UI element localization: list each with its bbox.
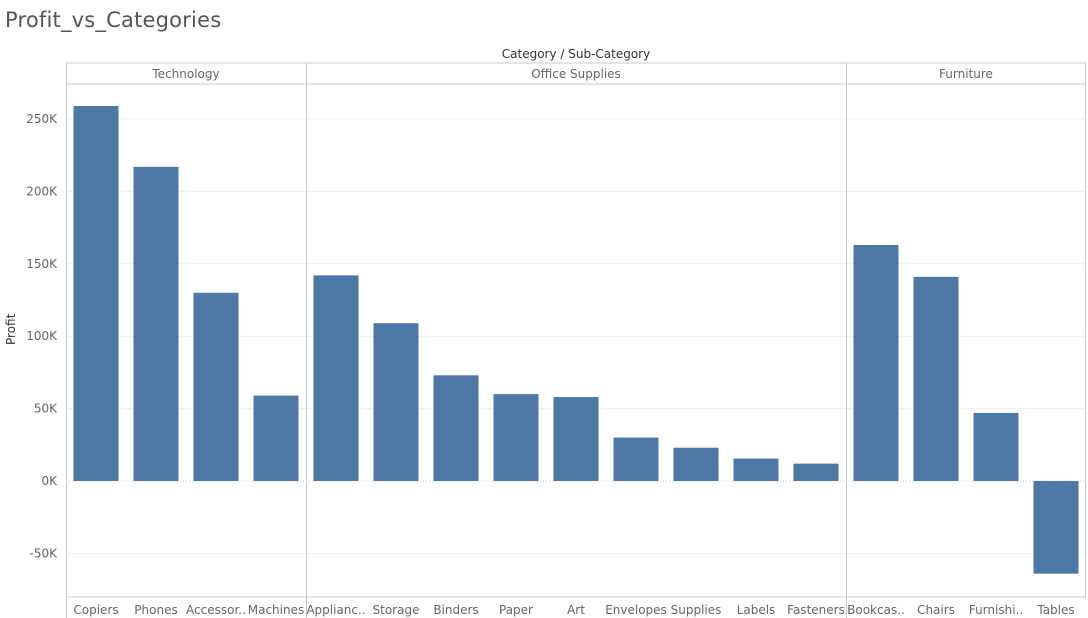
bar xyxy=(553,397,599,481)
bar xyxy=(253,395,299,481)
bar xyxy=(133,166,179,481)
x-tick-label: Labels xyxy=(737,603,776,617)
x-tick-label: Fasteners xyxy=(787,603,845,617)
x-tick-label: Tables xyxy=(1036,603,1074,617)
x-tick-label: Phones xyxy=(134,603,177,617)
x-tick-label: Binders xyxy=(433,603,478,617)
bar xyxy=(673,447,719,481)
bar xyxy=(733,458,779,481)
y-tick-label: 0K xyxy=(41,474,58,488)
group-header-label: Furniture xyxy=(939,67,993,81)
bar xyxy=(433,375,479,481)
bar xyxy=(313,275,359,481)
y-tick-label: 100K xyxy=(26,329,58,343)
x-tick-label: Machines xyxy=(248,603,304,617)
x-tick-label: Applianc.. xyxy=(306,603,365,617)
bar xyxy=(853,244,899,481)
bar xyxy=(913,276,959,481)
x-tick-label: Art xyxy=(567,603,585,617)
y-tick-label: 150K xyxy=(26,257,58,271)
y-tick-label: 250K xyxy=(26,112,58,126)
x-tick-label: Copiers xyxy=(73,603,118,617)
bar xyxy=(373,323,419,481)
column-header-label: Category / Sub-Category xyxy=(501,47,651,61)
x-tick-label: Supplies xyxy=(671,603,722,617)
bar xyxy=(973,412,1019,481)
x-tick-label: Envelopes xyxy=(605,603,667,617)
bar xyxy=(493,394,539,481)
chart-title: Profit_vs_Categories xyxy=(5,8,222,32)
bar xyxy=(793,463,839,481)
x-tick-label: Chairs xyxy=(917,603,955,617)
x-tick-label: Paper xyxy=(499,603,533,617)
bar xyxy=(613,437,659,481)
x-tick-label: Storage xyxy=(373,603,420,617)
y-tick-label: 50K xyxy=(34,402,58,416)
x-tick-label: Furnishi.. xyxy=(969,603,1023,617)
bar xyxy=(193,292,239,481)
x-tick-label: Accessor.. xyxy=(186,603,246,617)
x-tick-label: Bookcas.. xyxy=(847,603,905,617)
y-tick-label: -50K xyxy=(30,546,59,560)
group-header-label: Office Supplies xyxy=(531,67,621,81)
group-header-label: Technology xyxy=(151,67,219,81)
bar xyxy=(1033,481,1079,574)
bar xyxy=(73,105,119,481)
y-tick-label: 200K xyxy=(26,184,58,198)
